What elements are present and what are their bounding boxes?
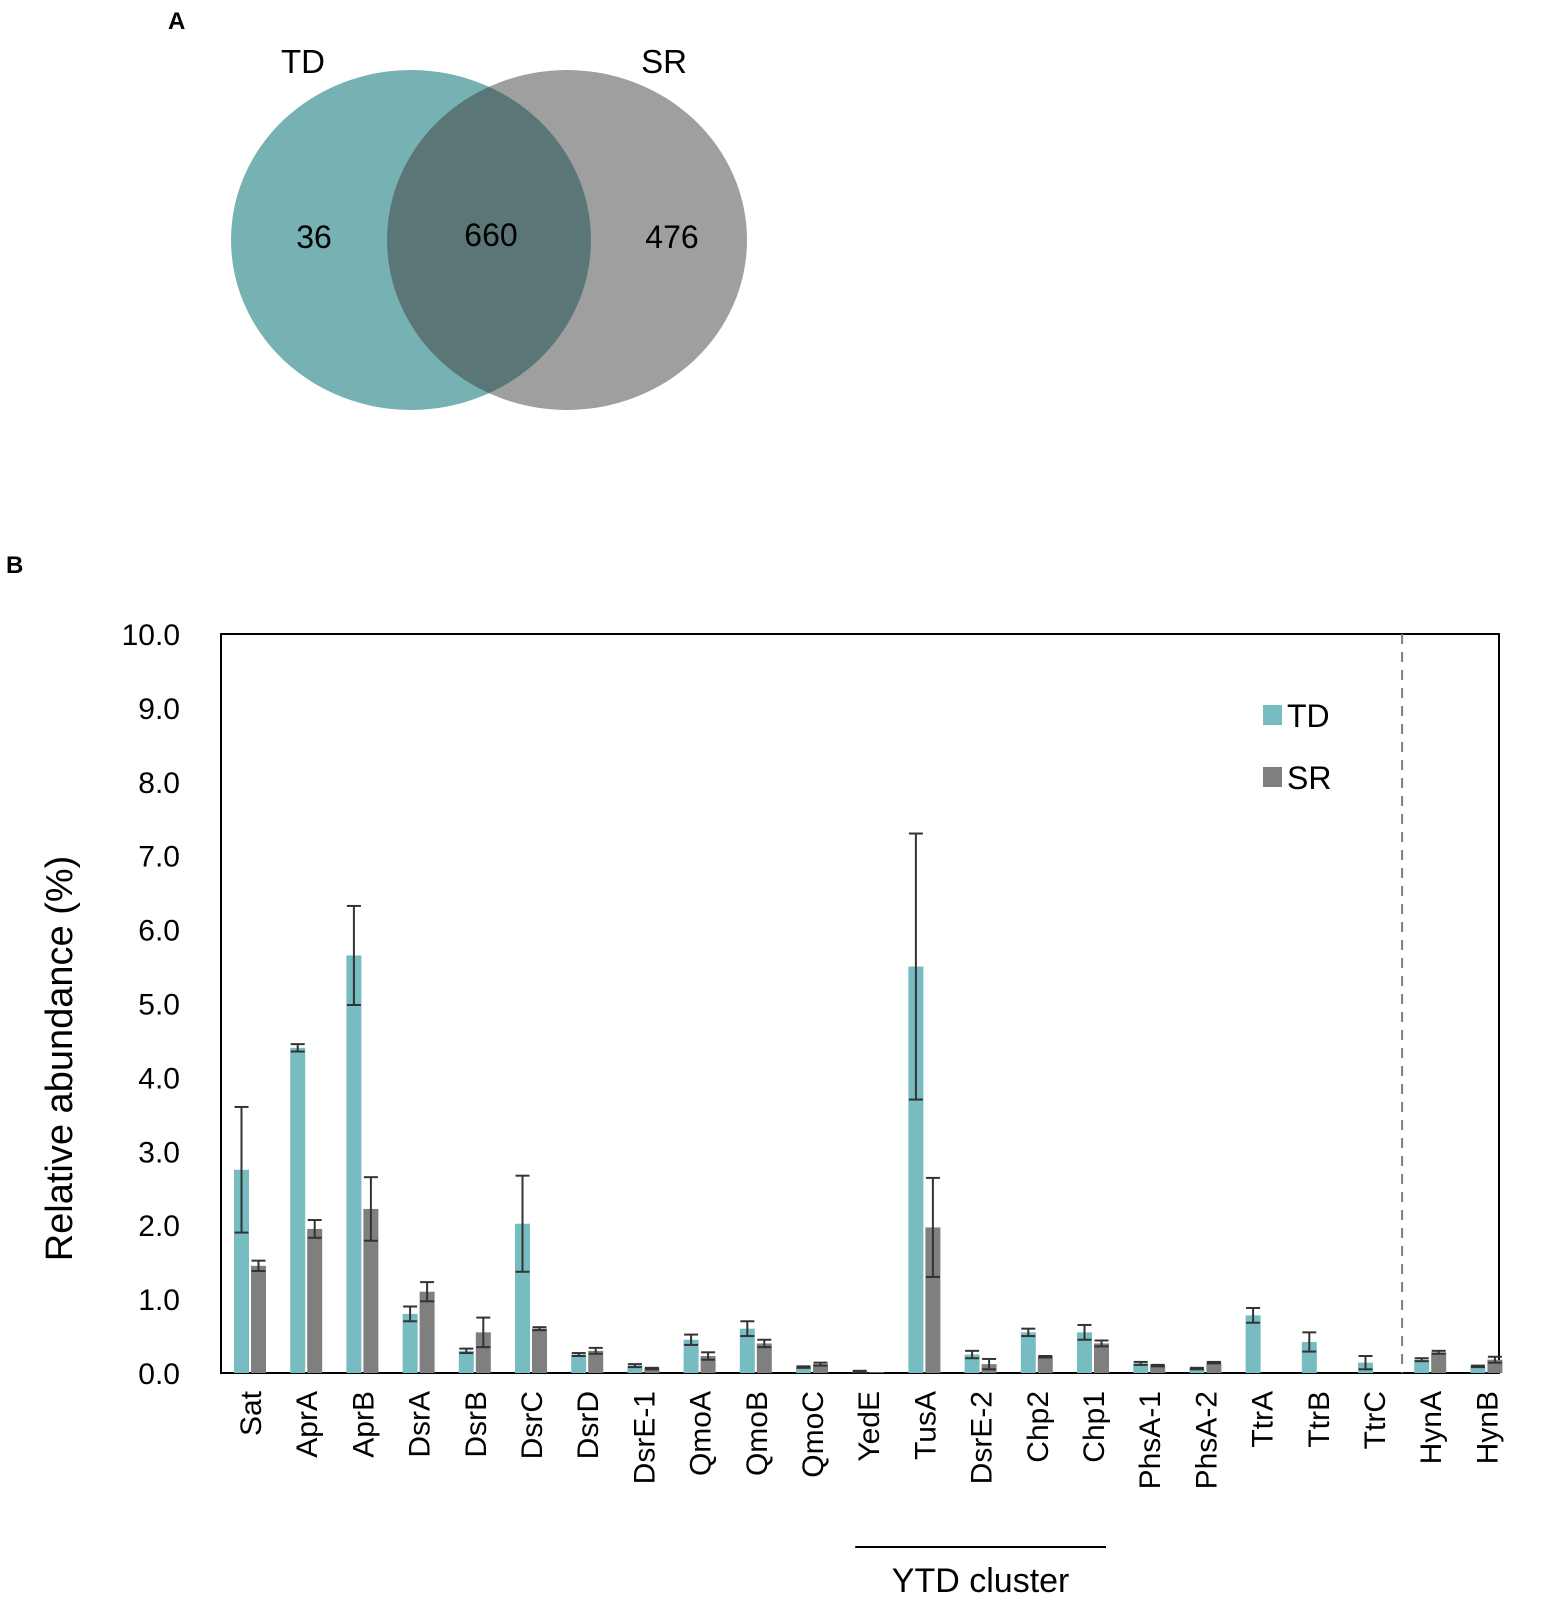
bar-td xyxy=(571,1354,587,1373)
bar-td xyxy=(1077,1332,1092,1373)
venn-overlap xyxy=(387,70,591,410)
y-tick-label: 1.0 xyxy=(138,1284,180,1317)
bar-sr xyxy=(1206,1362,1222,1373)
x-tick-label: TtrB xyxy=(1303,1391,1336,1448)
bar-sr xyxy=(644,1368,660,1373)
y-tick-label: 6.0 xyxy=(138,915,180,948)
legend-label-sr: SR xyxy=(1287,760,1331,796)
x-tick-label: HynA xyxy=(1415,1391,1448,1464)
venn-count-td-only: 36 xyxy=(296,219,332,255)
bar-td xyxy=(290,1047,306,1373)
bar-sr xyxy=(307,1228,323,1373)
bar-sr xyxy=(532,1328,547,1373)
bar-sr xyxy=(419,1291,435,1373)
x-tick-label: DsrE-2 xyxy=(966,1391,999,1484)
bar-td xyxy=(1470,1366,1486,1373)
y-tick-label: 9.0 xyxy=(138,693,180,726)
x-tick-label: PhsA-2 xyxy=(1190,1391,1223,1489)
legend-swatch-sr xyxy=(1263,767,1282,787)
y-tick-label: 0.0 xyxy=(138,1358,180,1391)
legend-swatch-td xyxy=(1263,705,1282,725)
bar-sr xyxy=(363,1208,379,1373)
bar-td xyxy=(1245,1315,1261,1373)
bar-td xyxy=(796,1367,811,1373)
bar-sr xyxy=(813,1364,828,1373)
bar-sr xyxy=(1150,1365,1166,1373)
x-tick-label: QmoB xyxy=(741,1391,774,1476)
bar-sr xyxy=(1094,1343,1109,1373)
bar-td xyxy=(515,1223,530,1373)
bar-sr xyxy=(756,1343,772,1373)
bar-sr xyxy=(1431,1352,1447,1373)
panel-a-label: A xyxy=(168,8,186,35)
bar-sr xyxy=(925,1227,941,1373)
x-tick-label: Sat xyxy=(235,1390,268,1436)
bar-td xyxy=(402,1313,418,1373)
x-tick-label: YedE xyxy=(853,1391,886,1462)
bar-td xyxy=(739,1328,755,1373)
bar-td xyxy=(1020,1332,1036,1373)
legend-label-td: TD xyxy=(1287,698,1330,734)
x-tick-label: AprA xyxy=(291,1391,324,1458)
x-tick-label: DsrC xyxy=(516,1391,549,1459)
venn-diagram: TD SR 36 660 476 xyxy=(231,43,747,410)
x-tick-label: TtrA xyxy=(1247,1391,1280,1448)
bar-td xyxy=(627,1365,643,1373)
x-tick-label: PhsA-1 xyxy=(1134,1391,1167,1489)
x-tick-label: TtrC xyxy=(1359,1391,1392,1449)
venn-count-sr-only: 476 xyxy=(645,219,698,255)
x-tick-label: AprB xyxy=(347,1391,380,1458)
plot-frame xyxy=(220,633,1500,1374)
x-tick-label: Chp1 xyxy=(1078,1391,1111,1463)
x-tick-label: QmoA xyxy=(685,1391,718,1476)
cluster-label: YTD cluster xyxy=(892,1562,1070,1600)
bar-sr xyxy=(251,1265,266,1373)
x-tick-label: DsrE-1 xyxy=(628,1391,661,1484)
bar-td xyxy=(458,1350,474,1373)
bar-sr xyxy=(588,1350,604,1373)
x-tick-label: DsrA xyxy=(404,1391,437,1458)
bar-td xyxy=(1189,1368,1205,1373)
y-tick-label: 7.0 xyxy=(138,841,180,874)
y-tick-label: 2.0 xyxy=(138,1210,180,1243)
x-tick-label: DsrB xyxy=(460,1391,493,1458)
bar-sr xyxy=(869,1372,885,1373)
bar-td xyxy=(346,955,362,1373)
y-tick-label: 5.0 xyxy=(138,989,180,1022)
venn-count-overlap: 660 xyxy=(464,217,517,253)
bar-td xyxy=(1414,1359,1430,1373)
bar-sr xyxy=(1037,1356,1053,1373)
venn-label-sr: SR xyxy=(641,43,687,80)
x-tick-label: HynB xyxy=(1471,1391,1504,1464)
x-tick-label: TusA xyxy=(909,1391,942,1460)
bar-td xyxy=(908,966,924,1373)
panel-b-label: B xyxy=(6,552,24,579)
y-tick-label: 4.0 xyxy=(138,1062,180,1095)
x-tick-label: QmoC xyxy=(797,1391,830,1478)
bar-td xyxy=(1301,1341,1317,1373)
x-tick-label: DsrD xyxy=(572,1391,605,1459)
y-tick-label: 8.0 xyxy=(138,767,180,800)
y-tick-label: 10.0 xyxy=(122,619,180,652)
bar-td xyxy=(1133,1363,1149,1373)
y-tick-label: 3.0 xyxy=(138,1136,180,1169)
bar-sr xyxy=(475,1332,491,1373)
bar-td xyxy=(683,1339,699,1373)
bar-td xyxy=(234,1169,249,1373)
venn-label-td: TD xyxy=(281,43,325,80)
x-tick-label: Chp2 xyxy=(1022,1391,1055,1463)
y-axis-label: Relative abundance (%) xyxy=(39,856,81,1262)
